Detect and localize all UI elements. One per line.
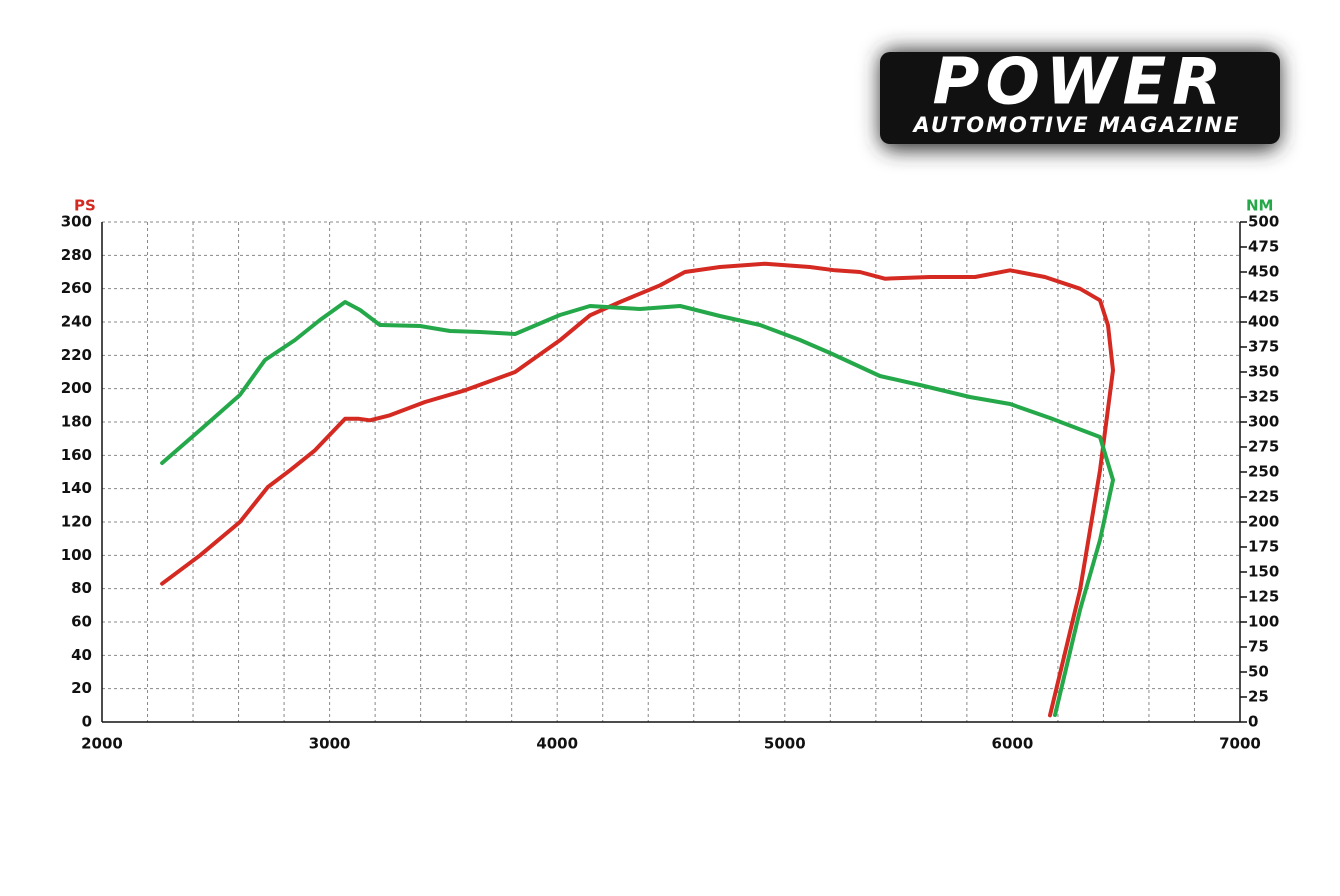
y2-tick-label: 50: [1248, 663, 1269, 681]
y2-tick-label: 200: [1248, 513, 1279, 531]
y2-tick-label: 375: [1248, 338, 1279, 356]
y-tick-label: 220: [61, 346, 92, 364]
x-tick-label: 2000: [81, 735, 123, 753]
logo-title: POWER: [933, 46, 1228, 120]
y-tick-label: 0: [82, 713, 92, 731]
y2-tick-label: 250: [1248, 463, 1279, 481]
y2-tick-label: 25: [1248, 688, 1269, 706]
y2-tick-label: 350: [1248, 363, 1279, 381]
y-tick-label: 40: [71, 646, 92, 664]
y-tick-label: 120: [61, 513, 92, 531]
y2-axis-label: NM: [1246, 197, 1273, 215]
y2-tick-label: 150: [1248, 563, 1279, 581]
y-tick-label: 260: [61, 279, 92, 297]
y2-tick-label: 100: [1248, 613, 1279, 631]
y2-tick-label: 500: [1248, 213, 1279, 231]
x-tick-label: 4000: [536, 735, 578, 753]
y-tick-label: 300: [61, 213, 92, 231]
y2-tick-label: 450: [1248, 263, 1279, 281]
y2-tick-label: 175: [1248, 538, 1279, 556]
x-tick-label: 5000: [764, 735, 806, 753]
series-line: [160, 261, 1115, 718]
y-tick-label: 100: [61, 546, 92, 564]
y2-tick-label: 425: [1248, 288, 1279, 306]
y-tick-label: 160: [61, 446, 92, 464]
y2-tick-label: 0: [1248, 713, 1258, 731]
logo-box: [880, 52, 1280, 144]
y2-tick-label: 300: [1248, 413, 1279, 431]
y-tick-label: 80: [71, 579, 92, 597]
y2-tick-label: 275: [1248, 438, 1279, 456]
y-tick-label: 180: [61, 413, 92, 431]
y2-tick-label: 225: [1248, 488, 1279, 506]
y2-tick-label: 125: [1248, 588, 1279, 606]
y2-tick-label: 75: [1248, 638, 1269, 656]
y-axis-label: PS: [74, 197, 96, 215]
y2-tick-label: 475: [1248, 238, 1279, 256]
y-tick-label: 200: [61, 379, 92, 397]
y2-tick-label: 325: [1248, 388, 1279, 406]
y-tick-label: 280: [61, 246, 92, 264]
x-tick-label: 3000: [309, 735, 351, 753]
y2-tick-label: 400: [1248, 313, 1279, 331]
y-tick-label: 20: [71, 679, 92, 697]
y-tick-label: 60: [71, 613, 92, 631]
series-line: [160, 300, 1115, 717]
logo-subtitle: AUTOMOTIVE MAGAZINE: [912, 113, 1241, 137]
x-tick-label: 7000: [1219, 735, 1261, 753]
y-tick-label: 140: [61, 479, 92, 497]
x-tick-label: 6000: [992, 735, 1034, 753]
logo: POWER AUTOMOTIVE MAGAZINE: [880, 46, 1280, 150]
y-tick-label: 240: [61, 313, 92, 331]
